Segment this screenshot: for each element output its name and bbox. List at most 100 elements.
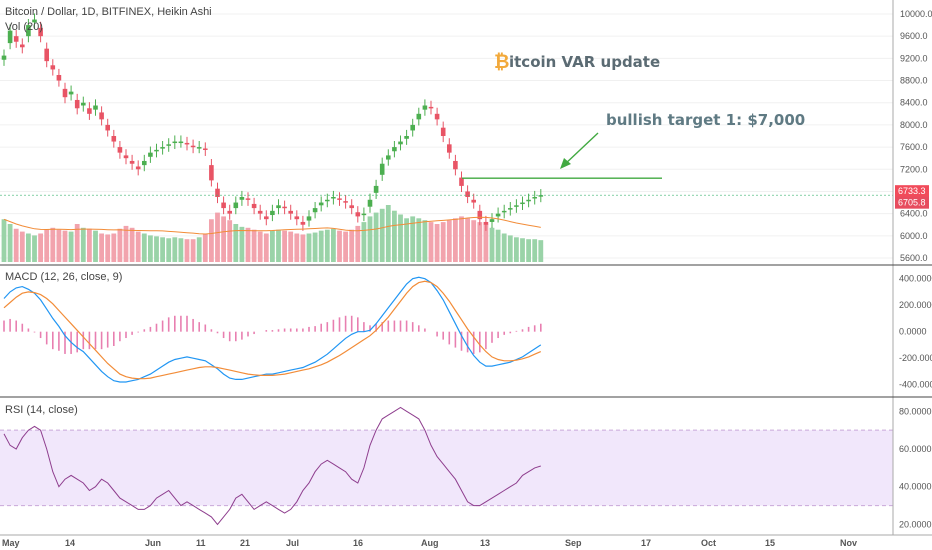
price-badges: 6733.3 6705.8 bbox=[895, 185, 929, 209]
volume-bar bbox=[26, 233, 31, 262]
candle-body bbox=[99, 112, 104, 120]
candle-body bbox=[178, 141, 184, 144]
x-tick-label: Jun bbox=[145, 538, 161, 548]
candle-body bbox=[1, 55, 7, 60]
price-tick-label: 8800.0 bbox=[900, 76, 928, 86]
rsi-line bbox=[3, 406, 541, 526]
volume-bar bbox=[44, 229, 50, 262]
price-tick-label: 8400.0 bbox=[900, 98, 928, 108]
rsi-tick-label: 40.0000 bbox=[899, 482, 932, 492]
price-badge bbox=[895, 185, 929, 198]
macd-tick-label: -400.0000 bbox=[899, 380, 932, 390]
volume-bar bbox=[7, 224, 13, 262]
candle-body bbox=[264, 216, 269, 220]
candle-body bbox=[56, 75, 62, 81]
volume-bar bbox=[282, 230, 287, 262]
candle-body bbox=[251, 203, 257, 209]
x-tick-label: 14 bbox=[65, 538, 75, 548]
volume-bar bbox=[471, 220, 477, 262]
volume-bar bbox=[294, 233, 300, 262]
price-tick-label: 5600.0 bbox=[900, 253, 928, 263]
volume-bar bbox=[392, 210, 397, 262]
candle-body bbox=[26, 25, 31, 37]
macd-label: MACD (12, 26, close, 9) bbox=[5, 271, 122, 283]
volume-bar bbox=[501, 233, 507, 262]
candle-body bbox=[343, 201, 348, 203]
price-tick-label: 7200.0 bbox=[900, 164, 928, 174]
volume-bar bbox=[312, 232, 318, 262]
candle-body bbox=[514, 205, 519, 207]
bitcoin-b-icon: ₿ bbox=[494, 51, 509, 73]
candle-body bbox=[459, 177, 464, 186]
candle-body bbox=[489, 219, 495, 222]
rsi-tick-label: 80.0000 bbox=[899, 406, 932, 416]
candle-body bbox=[379, 163, 385, 175]
volume-bar bbox=[514, 237, 519, 262]
volume-bar bbox=[56, 229, 62, 262]
volume-bar bbox=[526, 239, 531, 262]
candle-body bbox=[312, 208, 318, 213]
volume-bar bbox=[178, 238, 184, 262]
volume-bar bbox=[105, 234, 111, 262]
candle-body bbox=[416, 113, 422, 120]
candle-body bbox=[7, 30, 13, 44]
volume-bar bbox=[184, 239, 190, 262]
candle-body bbox=[410, 124, 415, 131]
candle-body bbox=[440, 127, 446, 136]
volume-bar bbox=[227, 220, 233, 262]
candle-body bbox=[44, 48, 49, 62]
candle-body bbox=[477, 210, 483, 220]
candles bbox=[1, 13, 544, 231]
x-axis: May 14 Jun 11 21 Jul 16 Aug 13 Sep 17 Oct 15 Nov bbox=[2, 538, 857, 548]
volume-bar bbox=[288, 231, 294, 262]
candle-body bbox=[508, 208, 513, 210]
volume-bar bbox=[324, 229, 330, 262]
candle-body bbox=[270, 210, 275, 216]
candle-body bbox=[300, 221, 306, 225]
rsi-tick-label: 20.0000 bbox=[899, 519, 932, 529]
candle-body bbox=[184, 142, 190, 145]
volume-bar bbox=[239, 226, 245, 262]
volume-bar bbox=[373, 212, 379, 262]
price-tick-label: 10000.0 bbox=[900, 9, 932, 19]
candle-body bbox=[62, 88, 68, 98]
candle-body bbox=[495, 213, 501, 217]
volume-bar bbox=[507, 235, 513, 262]
volume-bar bbox=[349, 229, 355, 262]
candle-body bbox=[239, 197, 245, 200]
volume-ma-line bbox=[3, 216, 541, 235]
volume-bar bbox=[453, 218, 458, 262]
rsi-tick-label: 60.0000 bbox=[899, 444, 932, 454]
volume-bar bbox=[62, 230, 68, 262]
target-text: bullish target 1: $7,000 bbox=[606, 111, 805, 129]
candle-body bbox=[190, 145, 196, 148]
candle-body bbox=[221, 202, 226, 209]
volume-bar bbox=[32, 235, 37, 262]
volume-label: Vol (20) bbox=[5, 21, 43, 33]
x-tick-label: Sep bbox=[565, 538, 582, 548]
candle-body bbox=[306, 216, 312, 221]
volume-bar bbox=[123, 225, 129, 262]
macd-tick-label: -200.0000 bbox=[899, 353, 932, 363]
candle-body bbox=[257, 210, 263, 214]
headline-text: itcoin VAR update bbox=[509, 53, 660, 71]
volume-bar bbox=[404, 218, 409, 262]
candle-body bbox=[74, 99, 80, 109]
candle-body bbox=[471, 199, 476, 203]
macd-axis: 400.0000 200.0000 0.0000 -200.0000 -400.0000 bbox=[899, 274, 932, 390]
volume-bar bbox=[446, 220, 452, 262]
candle-body bbox=[245, 198, 251, 200]
candle-body bbox=[294, 216, 300, 220]
volume-bar bbox=[263, 233, 269, 262]
volume-bar bbox=[209, 219, 214, 262]
volume-bar bbox=[331, 228, 336, 262]
candle-body bbox=[501, 210, 507, 213]
macd-tick-label: 400.0000 bbox=[899, 274, 932, 284]
candle-body bbox=[154, 149, 159, 152]
candle-body bbox=[142, 160, 147, 166]
volume-bar bbox=[416, 218, 422, 262]
candle-body bbox=[434, 113, 440, 120]
candle-body bbox=[13, 36, 19, 42]
price-badge-label: 6705.8 bbox=[898, 198, 926, 208]
chart-title: Bitcoin / Dollar, 1D, BITFINEX, Heikin A… bbox=[5, 6, 212, 18]
